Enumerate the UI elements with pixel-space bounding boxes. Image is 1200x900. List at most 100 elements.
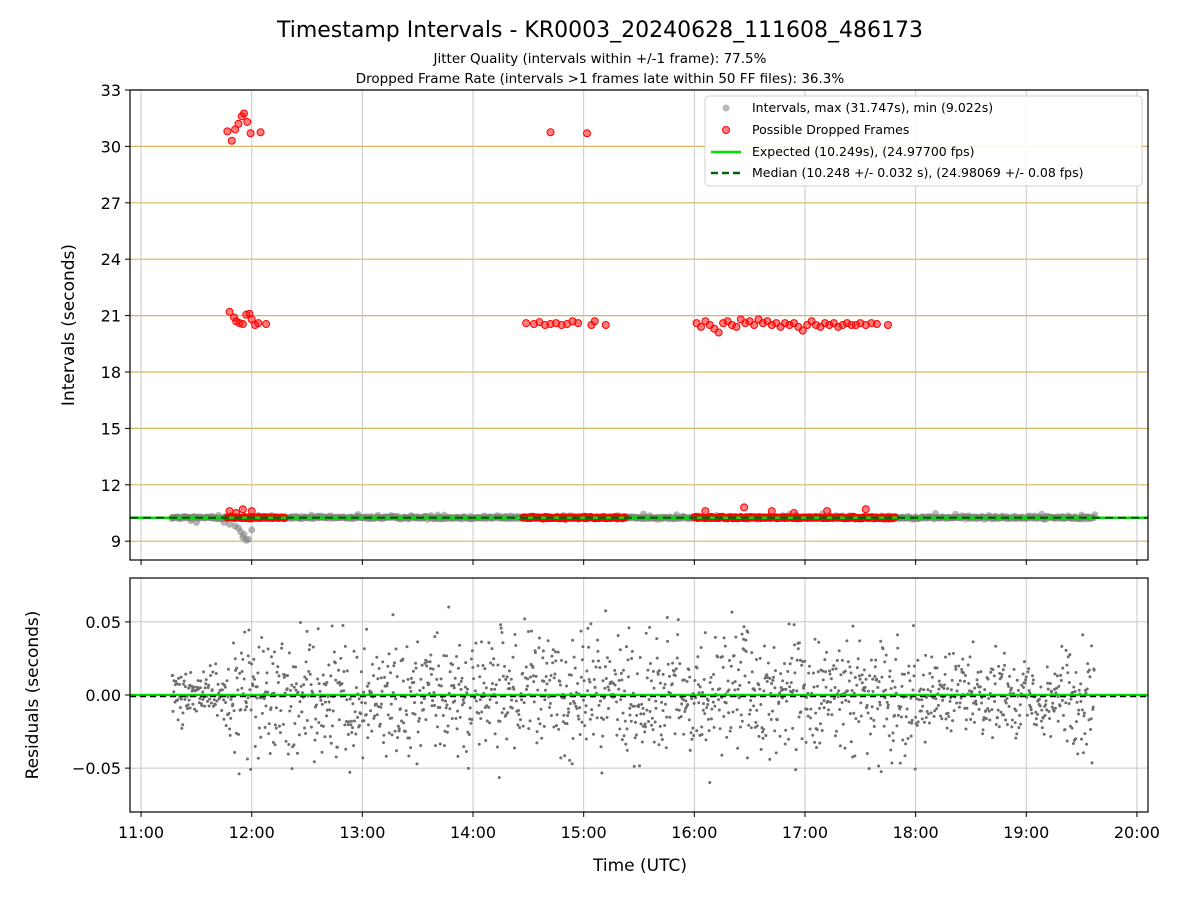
residual-point <box>633 736 637 740</box>
residual-point <box>957 664 961 668</box>
residual-point <box>355 655 359 659</box>
residual-point <box>1074 737 1078 741</box>
interval-point <box>951 510 959 518</box>
residual-point <box>923 740 927 744</box>
residual-point <box>825 650 829 654</box>
residual-point <box>1066 655 1070 659</box>
residual-point <box>1038 704 1042 708</box>
residual-point <box>351 702 355 706</box>
residual-point <box>919 709 923 713</box>
residual-point <box>619 671 623 675</box>
residual-point <box>566 707 570 711</box>
residual-point <box>1049 734 1053 738</box>
residual-point <box>919 687 923 691</box>
residual-point <box>748 708 752 712</box>
residual-point <box>273 723 277 727</box>
residual-point <box>405 713 409 717</box>
residual-point <box>795 689 799 693</box>
residual-point <box>269 655 273 659</box>
residual-point <box>536 688 540 692</box>
residual-point <box>357 723 361 727</box>
top-plot-frame <box>129 89 1149 561</box>
residual-point <box>243 630 247 634</box>
residual-point <box>386 664 390 668</box>
residual-point <box>926 688 930 692</box>
residual-point <box>264 704 268 708</box>
residual-point <box>268 751 272 755</box>
residual-point <box>329 674 333 678</box>
residual-point <box>931 684 935 688</box>
residual-point <box>605 656 609 660</box>
residual-point <box>356 715 360 719</box>
residual-point <box>265 671 269 675</box>
residual-point <box>1058 704 1062 708</box>
residual-point <box>735 708 739 712</box>
residual-point <box>761 736 765 740</box>
residual-point <box>797 641 801 645</box>
dropped-frame-point <box>582 129 591 138</box>
residual-point <box>307 670 311 674</box>
residual-point <box>392 664 396 668</box>
residual-point <box>181 723 185 727</box>
residual-point <box>657 743 661 747</box>
residual-point <box>1018 713 1022 717</box>
residual-point <box>469 657 473 661</box>
residual-point <box>534 674 538 678</box>
residual-point <box>619 698 623 702</box>
residual-point <box>989 670 993 674</box>
residual-point <box>624 742 628 746</box>
residual-point <box>325 708 329 712</box>
residual-point <box>492 657 496 661</box>
residual-point <box>587 645 591 649</box>
residual-point <box>369 690 373 694</box>
residual-point <box>1019 722 1023 726</box>
residual-point <box>973 686 977 690</box>
residual-point <box>289 705 293 709</box>
residual-point <box>618 727 622 731</box>
residual-point <box>878 700 882 704</box>
residual-point <box>711 700 715 704</box>
residual-point <box>380 689 384 693</box>
residual-point <box>709 717 713 721</box>
residual-point <box>822 706 826 710</box>
residual-point <box>590 708 594 712</box>
residual-point <box>757 683 761 687</box>
residual-point <box>812 685 816 689</box>
residual-point <box>585 669 589 673</box>
residual-point <box>1077 712 1081 716</box>
residual-point <box>703 631 707 635</box>
residual-point <box>456 709 460 713</box>
residual-point <box>649 679 653 683</box>
residual-point <box>902 672 906 676</box>
residual-point <box>480 710 484 714</box>
residual-point <box>818 722 822 726</box>
residual-point <box>805 707 809 711</box>
residual-point <box>582 679 586 683</box>
residual-point <box>690 697 694 701</box>
interval-point <box>234 524 242 532</box>
residual-point <box>738 683 742 687</box>
residual-point <box>718 727 722 731</box>
residual-point <box>506 711 510 715</box>
x-tick-label: 16:00 <box>671 823 717 842</box>
residual-point <box>665 616 669 620</box>
residual-point <box>247 661 251 665</box>
residual-point <box>387 731 391 735</box>
x-tick-label: 15:00 <box>561 823 607 842</box>
residual-point <box>615 700 619 704</box>
residual-point <box>548 705 552 709</box>
residual-point <box>402 721 406 725</box>
legend: Intervals, max (31.747s), min (9.022s) P… <box>704 95 1143 187</box>
residual-point <box>1083 732 1087 736</box>
residual-point <box>529 675 533 679</box>
residual-point <box>788 662 792 666</box>
residual-point <box>1089 717 1093 721</box>
residual-point <box>543 698 547 702</box>
residual-point <box>600 771 604 775</box>
residual-point <box>635 672 639 676</box>
residual-point <box>1005 723 1009 727</box>
residual-point <box>856 657 860 661</box>
residual-point <box>318 689 322 693</box>
residual-point <box>717 708 721 712</box>
residual-point <box>695 729 699 733</box>
